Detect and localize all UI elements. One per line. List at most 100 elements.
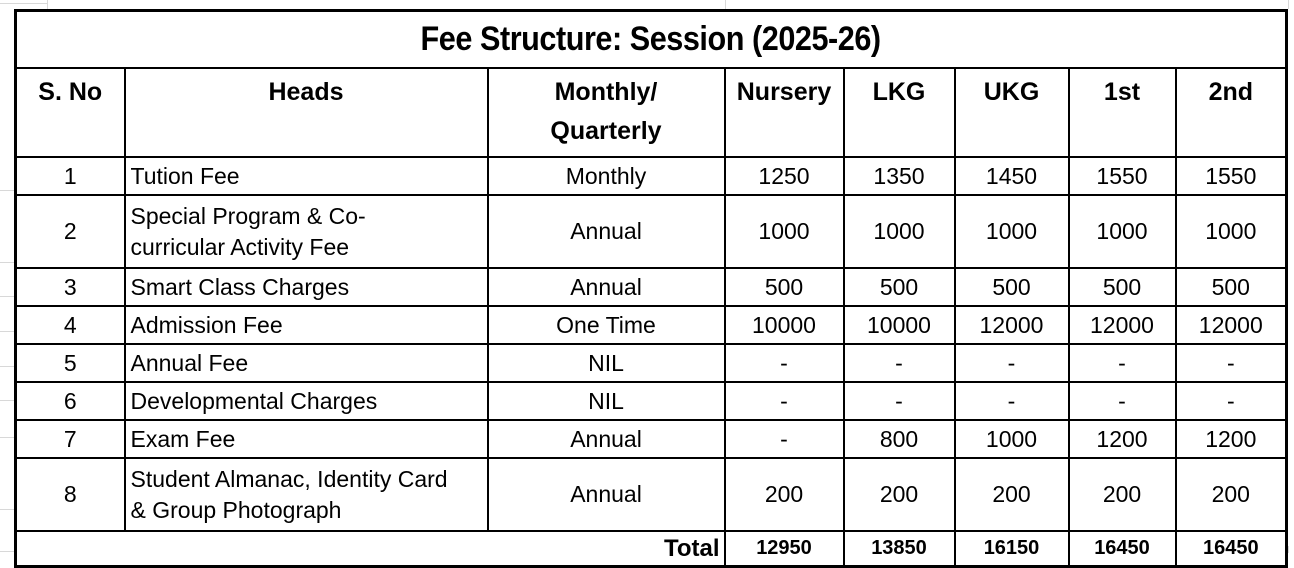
table-title: Fee Structure: Session (2025-26) <box>14 9 1288 69</box>
row-value: 1000 <box>953 194 1070 269</box>
row-value: 1450 <box>953 156 1070 196</box>
row-value: - <box>842 343 956 383</box>
column-header-sno: S. No <box>14 67 126 158</box>
excel-gridline <box>1288 0 1289 9</box>
excel-gridline <box>0 190 14 191</box>
excel-gridline <box>47 0 48 9</box>
excel-gridline <box>0 400 14 401</box>
table-row: 6 Developmental Charges NIL - - - - - <box>14 381 1288 421</box>
row-schedule: Annual <box>486 194 726 269</box>
excel-gridline <box>0 262 14 263</box>
table-row: 1 Tution Fee Monthly 1250 1350 1450 1550 1550 <box>14 156 1288 196</box>
column-header-heads: Heads <box>123 67 489 158</box>
row-value: - <box>953 343 1070 383</box>
row-value: 200 <box>1067 457 1177 532</box>
row-value: 1200 <box>1067 419 1177 459</box>
row-schedule: Annual <box>486 419 726 459</box>
row-value: 12000 <box>953 305 1070 345</box>
row-value: - <box>1174 343 1288 383</box>
total-row: Total 12950 13850 16150 16450 16450 <box>14 530 1288 568</box>
table-body: 1 Tution Fee Monthly 1250 1350 1450 1550 1550 2 S… <box>14 156 1288 532</box>
excel-gridline <box>725 0 726 9</box>
row-value: - <box>1067 381 1177 421</box>
row-schedule: NIL <box>486 343 726 383</box>
row-value: 200 <box>1174 457 1288 532</box>
row-value: - <box>723 343 845 383</box>
excel-gridline <box>1288 546 1289 553</box>
row-value: 1200 <box>1174 419 1288 459</box>
title-row: Fee Structure: Session (2025-26) <box>14 9 1288 69</box>
row-value: - <box>842 381 956 421</box>
excel-gridline <box>0 509 14 510</box>
row-value: 1550 <box>1174 156 1288 196</box>
row-value: - <box>1067 343 1177 383</box>
row-sno: 1 <box>14 156 126 196</box>
total-value: 16450 <box>1067 530 1177 568</box>
row-value: - <box>723 381 845 421</box>
table-row: 2 Special Program & Co- curricular Activi… <box>14 194 1288 269</box>
row-heads: Admission Fee <box>123 305 489 345</box>
row-schedule: Annual <box>486 457 726 532</box>
row-sno: 2 <box>14 194 126 269</box>
row-value: 500 <box>842 267 956 307</box>
excel-gridline <box>0 437 14 438</box>
row-schedule: NIL <box>486 381 726 421</box>
total-value: 13850 <box>842 530 956 568</box>
row-schedule: Monthly <box>486 156 726 196</box>
table-row: 3 Smart Class Charges Annual 500 500 500 500 50… <box>14 267 1288 307</box>
row-value: 500 <box>723 267 845 307</box>
row-sno: 4 <box>14 305 126 345</box>
fee-structure-table: Fee Structure: Session (2025-26) S. No He… <box>14 9 1289 568</box>
column-header-first: 1st <box>1067 67 1177 158</box>
row-sno: 8 <box>14 457 126 532</box>
total-value: 16450 <box>1174 530 1288 568</box>
table-row: 4 Admission Fee One Time 10000 10000 12000 120… <box>14 305 1288 345</box>
excel-gridline <box>0 296 14 297</box>
row-value: - <box>723 419 845 459</box>
row-value: 1000 <box>1067 194 1177 269</box>
row-value: 1350 <box>842 156 956 196</box>
row-heads: Smart Class Charges <box>123 267 489 307</box>
row-heads: Annual Fee <box>123 343 489 383</box>
total-label: Total <box>14 530 726 568</box>
row-heads: Student Almanac, Identity Card & Group P… <box>123 457 489 532</box>
table-row: 8 Student Almanac, Identity Card & Group … <box>14 457 1288 532</box>
row-value: 10000 <box>723 305 845 345</box>
column-header-ukg: UKG <box>953 67 1070 158</box>
row-value: 1000 <box>723 194 845 269</box>
total-value: 12950 <box>723 530 845 568</box>
total-value: 16150 <box>953 530 1070 568</box>
row-value: 200 <box>723 457 845 532</box>
row-value: - <box>1174 381 1288 421</box>
excel-gridline <box>0 3 47 4</box>
column-header-nursery: Nursery <box>723 67 845 158</box>
row-value: 1250 <box>723 156 845 196</box>
row-sno: 5 <box>14 343 126 383</box>
row-value: 200 <box>953 457 1070 532</box>
excel-gridline <box>0 331 14 332</box>
row-value: 12000 <box>1174 305 1288 345</box>
row-heads: Tution Fee <box>123 156 489 196</box>
row-sno: 7 <box>14 419 126 459</box>
row-value: 800 <box>842 419 956 459</box>
row-sno: 3 <box>14 267 126 307</box>
row-heads: Exam Fee <box>123 419 489 459</box>
row-value: 10000 <box>842 305 956 345</box>
row-sno: 6 <box>14 381 126 421</box>
row-value: 500 <box>953 267 1070 307</box>
row-value: 500 <box>1174 267 1288 307</box>
row-value: 1000 <box>953 419 1070 459</box>
table-row: 7 Exam Fee Annual -800 1000 1200 1200 <box>14 419 1288 459</box>
header-row: S. No Heads Monthly/ Quarterly Nursery LKG UK… <box>14 67 1288 158</box>
row-value: 1000 <box>842 194 956 269</box>
row-value: - <box>953 381 1070 421</box>
row-value: 500 <box>1067 267 1177 307</box>
row-value: 12000 <box>1067 305 1177 345</box>
row-value: 1550 <box>1067 156 1177 196</box>
row-value: 1000 <box>1174 194 1288 269</box>
row-schedule: One Time <box>486 305 726 345</box>
row-heads: Developmental Charges <box>123 381 489 421</box>
table-row: 5 Annual Fee NIL - - - - - <box>14 343 1288 383</box>
excel-gridline <box>0 366 14 367</box>
